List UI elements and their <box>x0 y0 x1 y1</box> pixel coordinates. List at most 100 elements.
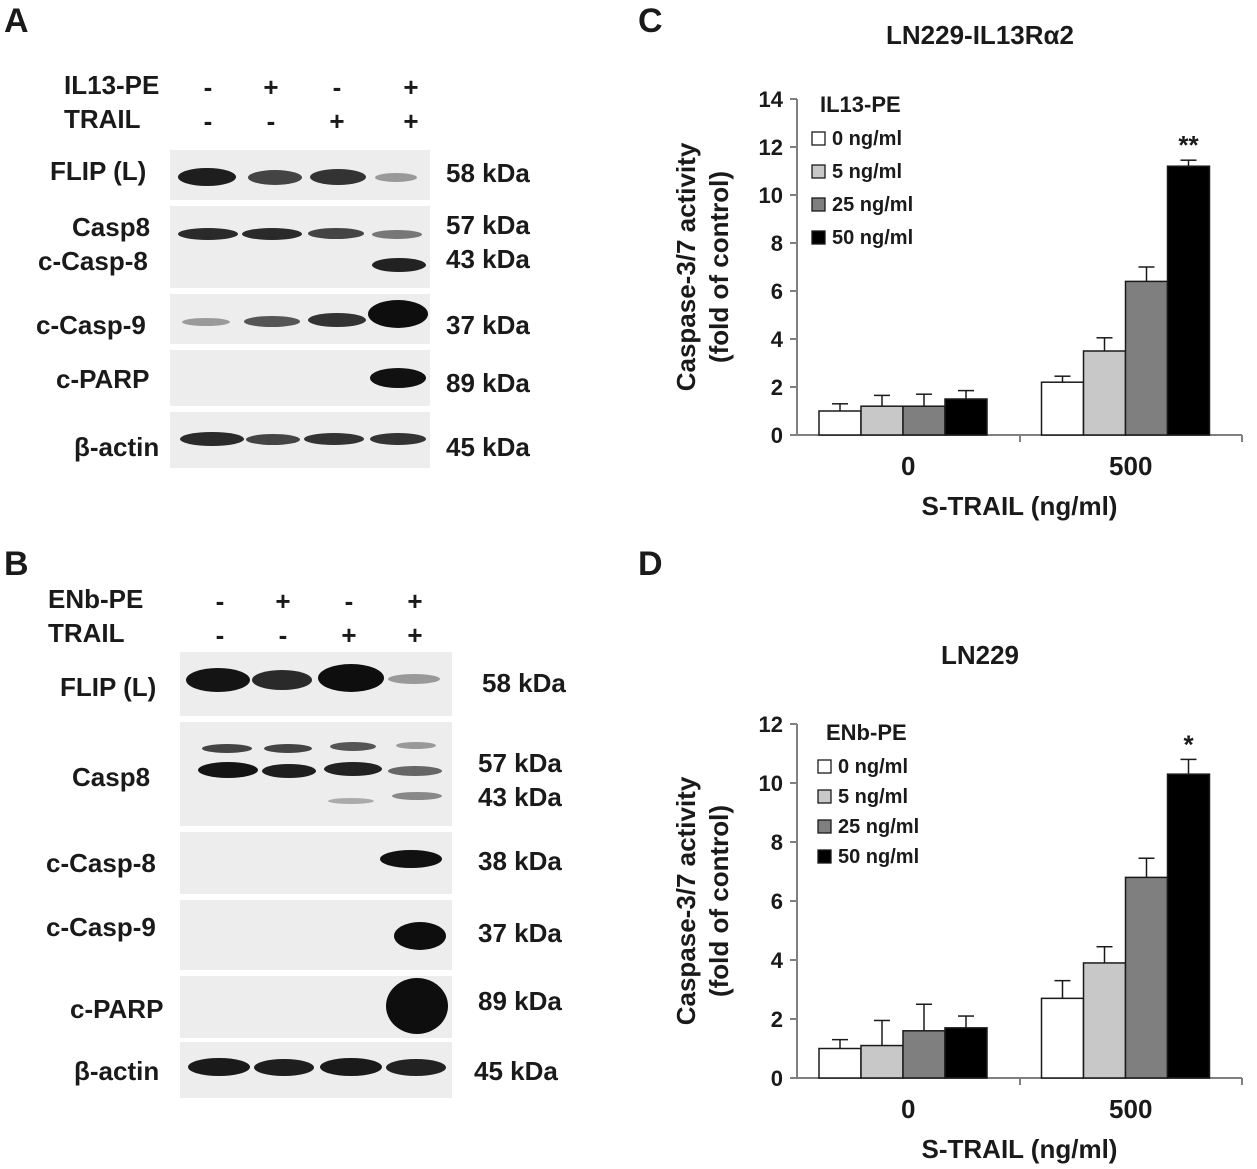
treatment-label-trail: TRAIL <box>64 104 141 134</box>
x-axis-label: S-TRAIL (ng/ml) <box>922 1134 1118 1164</box>
legend-entry: 5 ng/ml <box>838 786 908 808</box>
legend-swatch <box>811 197 826 212</box>
row-label: c-Casp-8 <box>38 246 148 276</box>
row-label: c-Casp-9 <box>46 912 156 942</box>
bar <box>1040 997 1085 1079</box>
y-tick-label: 4 <box>771 948 784 973</box>
y-tick-label: 2 <box>771 1007 783 1032</box>
blot-strip-flip <box>170 150 430 200</box>
panel-label-a: A <box>4 2 29 40</box>
y-axis-label: Caspase-3/7 activity <box>671 142 701 391</box>
blot-strip-actin <box>180 1042 452 1098</box>
chart-title: LN229 <box>941 640 1019 670</box>
legend-swatch <box>811 230 826 245</box>
sign: + <box>341 620 357 650</box>
blot-strip-ccasp9 <box>170 294 430 344</box>
bar <box>902 405 946 436</box>
sign: - <box>203 106 213 136</box>
y-axis-label: Caspase-3/7 activity <box>671 776 701 1025</box>
significance-marker: ** <box>1178 130 1199 160</box>
sign: - <box>215 620 225 650</box>
blot-strip-cparp <box>170 350 430 406</box>
blot-strip-casp8 <box>180 722 452 826</box>
blot-strip-ccasp9 <box>180 900 452 970</box>
sign: - <box>203 72 213 102</box>
x-axis-label: S-TRAIL (ng/ml) <box>922 491 1118 521</box>
kda-label: 89 kDa <box>446 368 530 398</box>
sign: + <box>263 72 279 102</box>
row-label: c-Casp-9 <box>36 310 146 340</box>
panel-label-c: C <box>638 2 663 40</box>
sign: + <box>329 106 345 136</box>
bar <box>818 1047 862 1079</box>
sign: + <box>403 72 419 102</box>
sign: - <box>215 586 225 616</box>
kda-label: 57 kDa <box>446 210 530 240</box>
blot-strip-casp8 <box>170 206 430 288</box>
sign: - <box>332 72 342 102</box>
bar <box>1082 350 1127 436</box>
y-tick-label: 2 <box>771 375 783 400</box>
bar <box>1040 381 1085 436</box>
sign: + <box>407 586 423 616</box>
row-label: c-PARP <box>70 994 164 1024</box>
bar <box>818 410 862 436</box>
row-label: FLIP (L) <box>50 156 147 186</box>
y-tick-label: 6 <box>771 279 783 304</box>
kda-label: 58 kDa <box>482 668 566 698</box>
blot-strip-flip <box>180 652 452 716</box>
bar-chart-d: LN229 0 2 4 6 8 10 12 0 * 500 S-TRAIL (ng/ml) Caspas… <box>671 640 1243 1164</box>
kda-label: 89 kDa <box>478 986 562 1016</box>
bar-chart-c: LN229-IL13Rα2 0 2 4 6 8 10 12 14 0 ** 500 S-TRAIL (n… <box>671 20 1243 521</box>
bar <box>1124 876 1169 1079</box>
y-axis-label: (fold of control) <box>704 805 734 997</box>
sign: - <box>266 106 276 136</box>
legend-swatch <box>817 759 832 774</box>
row-label: FLIP (L) <box>60 672 157 702</box>
legend-entry: 25 ng/ml <box>838 816 919 838</box>
kda-label: 43 kDa <box>446 244 530 274</box>
row-label: c-Casp-8 <box>46 848 156 878</box>
bar <box>1166 165 1211 436</box>
legend-entry: 5 ng/ml <box>832 161 902 183</box>
blot-strip-cparp <box>180 976 452 1038</box>
y-tick-label: 12 <box>759 135 783 160</box>
row-label: β-actin <box>74 1056 160 1086</box>
row-label: Casp8 <box>72 762 151 792</box>
panel-label-b: B <box>4 545 29 583</box>
legend-entry: 0 ng/ml <box>832 128 902 150</box>
legend-entry: 50 ng/ml <box>838 846 919 868</box>
x-tick-label: 500 <box>1109 1094 1152 1124</box>
bar <box>902 1030 946 1079</box>
bar <box>860 405 904 436</box>
significance-marker: * <box>1183 729 1194 759</box>
sign: + <box>275 586 291 616</box>
bar <box>1166 773 1211 1079</box>
legend-title: ENb-PE <box>826 720 907 745</box>
legend-title: IL13-PE <box>820 92 901 117</box>
y-tick-label: 0 <box>771 1066 783 1091</box>
sign: - <box>278 620 288 650</box>
row-label: Casp8 <box>72 212 151 242</box>
sign: - <box>344 586 354 616</box>
legend-swatch <box>817 789 832 804</box>
row-label: c-PARP <box>56 364 150 394</box>
y-tick-label: 4 <box>771 327 784 352</box>
treatment-label-enbpe: ENb-PE <box>48 584 144 614</box>
legend-swatch <box>811 164 826 179</box>
kda-label: 57 kDa <box>478 748 562 778</box>
treatment-label-trail: TRAIL <box>48 618 125 648</box>
blot-strip-actin <box>170 412 430 468</box>
treatment-label-il13pe: IL13-PE <box>64 70 160 100</box>
x-tick-label: 500 <box>1109 451 1152 481</box>
bar <box>860 1044 904 1079</box>
x-tick-label: 0 <box>901 451 915 481</box>
y-tick-label: 8 <box>771 830 783 855</box>
y-tick-label: 10 <box>759 183 783 208</box>
y-axis-label: (fold of control) <box>704 171 734 363</box>
kda-label: 58 kDa <box>446 158 530 188</box>
x-tick-label: 0 <box>901 1094 915 1124</box>
legend-swatch <box>817 849 832 864</box>
sign: + <box>407 620 423 650</box>
legend-entry: 50 ng/ml <box>832 227 913 249</box>
